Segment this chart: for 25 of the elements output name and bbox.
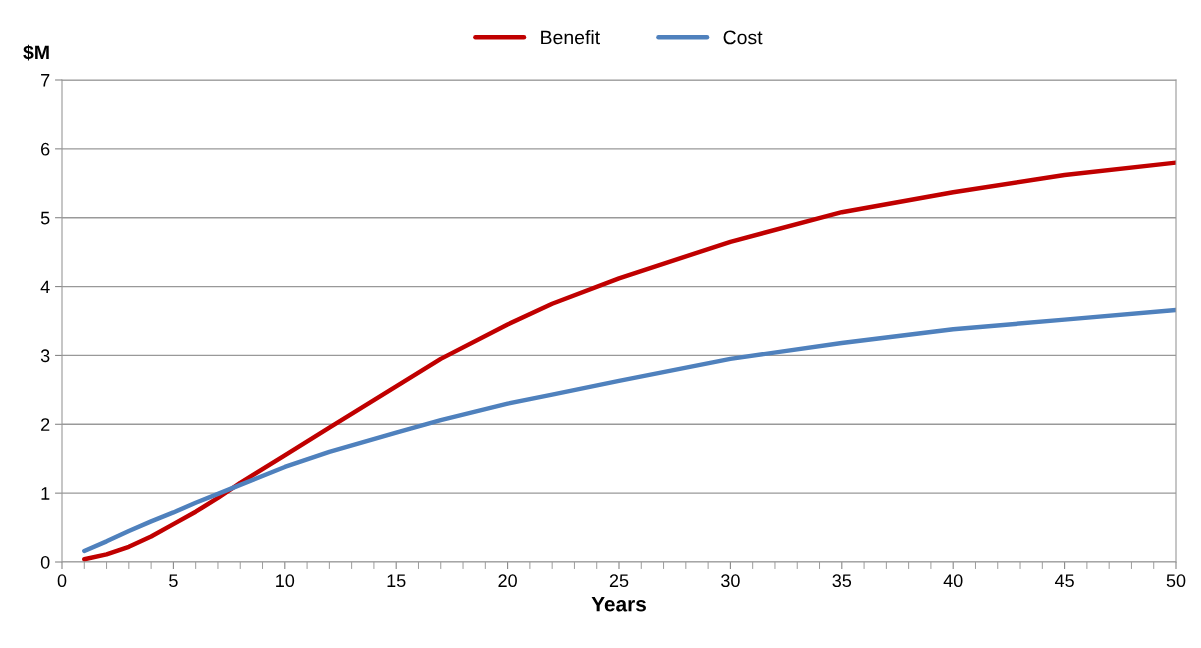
y-tick-label: 5 xyxy=(40,211,50,225)
x-tick-label: 5 xyxy=(169,574,178,588)
x-tick-label: 20 xyxy=(498,574,517,588)
line-series xyxy=(82,307,1176,554)
y-tick-label: 2 xyxy=(41,418,50,431)
x-tick-label: 0 xyxy=(57,574,67,588)
y-tick-label: 3 xyxy=(40,349,50,363)
x-tick-label: 30 xyxy=(721,574,740,588)
x-tick-label: 50 xyxy=(1166,574,1186,588)
x-tick-label: 25 xyxy=(609,574,629,588)
x-axis-title: Years xyxy=(591,596,646,612)
x-tick-label: 15 xyxy=(387,574,406,588)
y-tick-label: 4 xyxy=(40,280,50,294)
x-tick-label: 10 xyxy=(276,574,295,588)
legend-label: Cost xyxy=(723,30,763,45)
y-tick-label: 6 xyxy=(41,142,50,156)
line-series xyxy=(82,160,1176,562)
y-tick-label: 7 xyxy=(41,74,50,87)
legend-label: Benefit xyxy=(541,30,600,45)
x-tick-label: 40 xyxy=(943,574,963,588)
y-tick-label: 1 xyxy=(41,487,50,500)
y-tick-label: 0 xyxy=(40,555,50,569)
x-tick-label: 45 xyxy=(1054,574,1074,588)
y-axis-title: $M xyxy=(23,44,49,61)
x-tick-label: 35 xyxy=(832,574,852,588)
